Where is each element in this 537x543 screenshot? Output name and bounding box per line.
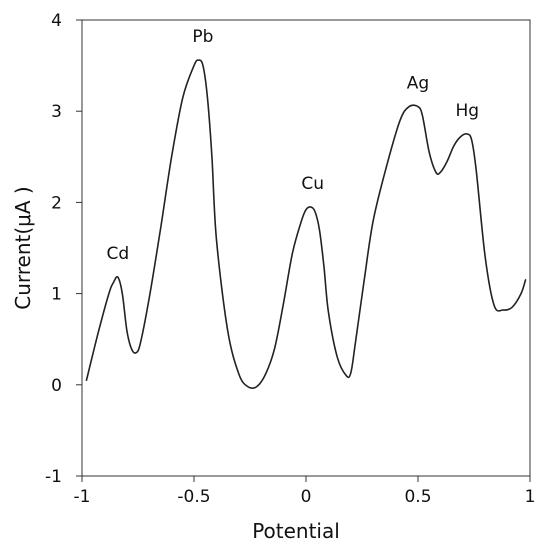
- data-line: [85, 59, 527, 390]
- x-tick-label: 0: [301, 487, 312, 507]
- peak-label-cd: Cd: [107, 244, 130, 264]
- y-tick-label: 4: [51, 11, 62, 31]
- y-tick-label: 3: [51, 102, 62, 122]
- peak-label-cu: Cu: [301, 174, 324, 194]
- x-tick-label: 0.5: [404, 487, 431, 507]
- x-axis-title: Potential: [252, 519, 340, 543]
- x-tick-label: -1: [74, 487, 91, 507]
- y-tick-label: 1: [51, 285, 62, 305]
- y-tick-label: -1: [45, 467, 62, 487]
- tick-labels: -1 -0.5 0 0.5 1 -1 0 1 2 3 4: [45, 11, 535, 507]
- y-axis-title: Current(μA ): [11, 186, 35, 310]
- y-tick-label: 0: [51, 376, 62, 396]
- peak-label-pb: Pb: [192, 27, 213, 47]
- plot-frame: [81, 19, 531, 477]
- y-tick-label: 2: [51, 193, 62, 213]
- axis-ticks: [76, 19, 531, 482]
- peak-label-hg: Hg: [455, 101, 479, 121]
- x-tick-label: -0.5: [177, 487, 210, 507]
- x-tick-label: 1: [525, 487, 536, 507]
- peak-label-ag: Ag: [407, 74, 429, 94]
- peak-labels: Cd Pb Cu Ag Hg: [107, 27, 480, 264]
